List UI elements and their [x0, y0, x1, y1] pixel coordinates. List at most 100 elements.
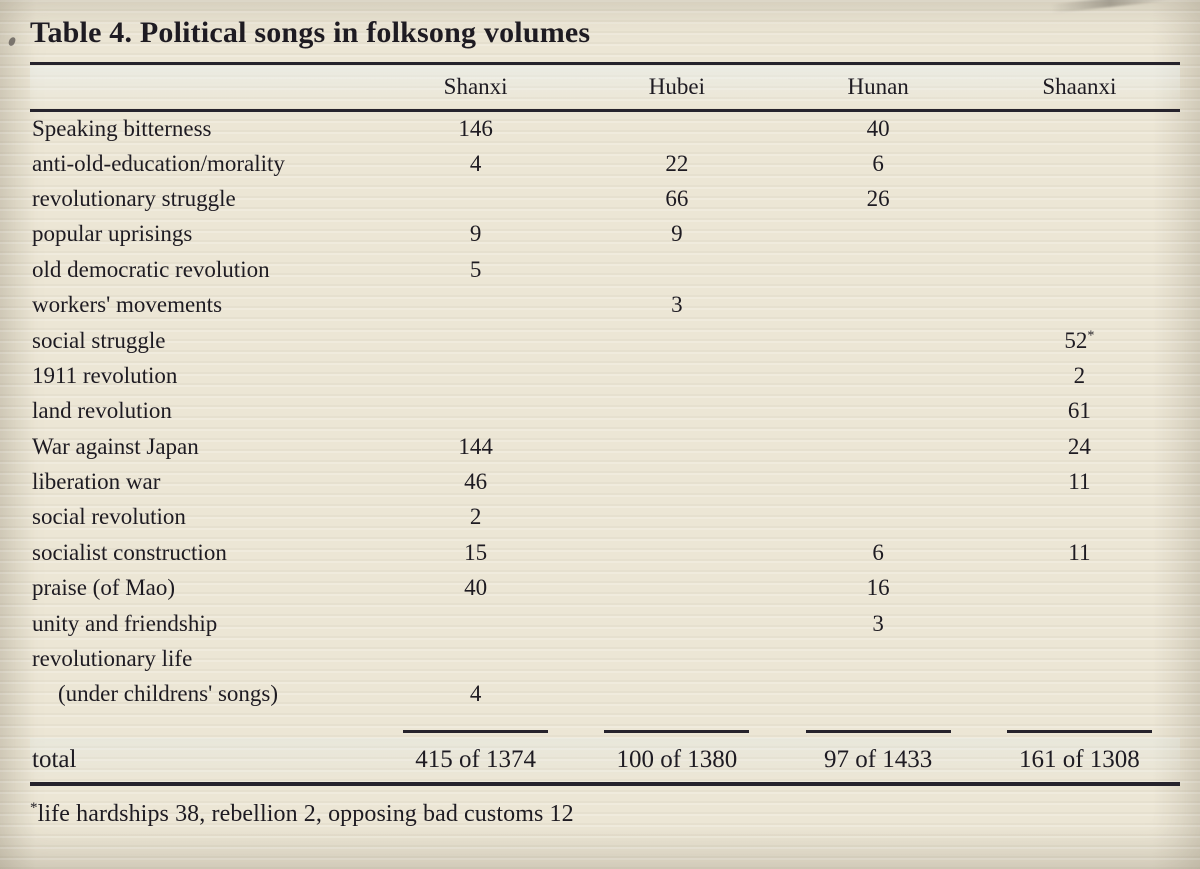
cell-value: 4	[469, 681, 482, 707]
cell-value: 5	[469, 256, 482, 282]
table-row: praise (of Mao) 40 16	[30, 571, 1180, 606]
cell-value	[576, 323, 777, 358]
cell-value	[375, 358, 576, 393]
row-label: social revolution	[32, 504, 186, 530]
cell-value	[778, 287, 979, 322]
table-row: War against Japan 144 24	[30, 429, 1180, 464]
table-row: land revolution 61	[30, 394, 1180, 429]
row-label: anti-old-education/morality	[32, 150, 285, 176]
total-value: 161 of 1308	[978, 738, 1180, 787]
table-footnote: *life hardships 38, rebellion 2, opposin…	[30, 801, 1180, 828]
row-label: old democratic revolution	[32, 256, 270, 282]
cell-value	[778, 677, 979, 712]
subtotal-rule-row	[30, 712, 1180, 738]
cell-value	[778, 394, 979, 429]
cell-value	[576, 464, 777, 499]
cell-value	[375, 606, 576, 641]
cell-value	[778, 500, 979, 535]
total-value: 415 of 1374	[375, 738, 577, 787]
cell-value	[576, 394, 777, 429]
row-label: socialist construction	[32, 539, 227, 565]
cell-value	[576, 677, 777, 712]
table-row: social struggle 52*	[30, 323, 1180, 358]
table-row: (under childrens' songs) 4	[30, 677, 1180, 712]
subtotal-rule-cell	[979, 712, 1180, 738]
cell-value	[979, 500, 1180, 535]
cell-value: 6	[872, 150, 884, 176]
cell-value	[375, 641, 576, 676]
cell-value	[576, 641, 777, 676]
row-label: revolutionary life	[32, 646, 193, 672]
corner-cell	[30, 62, 375, 112]
cell-value	[979, 146, 1180, 181]
cell-value	[979, 606, 1180, 641]
row-label: popular uprisings	[32, 221, 193, 247]
cell-value: 52*	[1064, 327, 1095, 353]
cell-value	[778, 217, 979, 252]
cell-value: 3	[671, 292, 683, 318]
cell-value	[979, 181, 1180, 216]
table-row: liberation war 46 11	[30, 464, 1180, 499]
row-label	[30, 712, 375, 738]
cell-value	[979, 111, 1180, 146]
column-header: Hubei	[576, 62, 778, 112]
scan-smudge	[1049, 0, 1171, 14]
cell-value: 4	[469, 150, 482, 176]
row-label: praise (of Mao)	[32, 575, 176, 601]
total-value: 100 of 1380	[576, 738, 778, 787]
footnote-marker: *	[30, 800, 38, 817]
table-row: unity and friendship 3	[30, 606, 1180, 641]
column-header: Shanxi	[375, 62, 577, 112]
cell-value: 2	[469, 504, 482, 530]
cell-value	[576, 571, 777, 606]
partial-rule	[403, 730, 549, 734]
table-row: revolutionary life	[30, 641, 1180, 676]
table-row: social revolution 2	[30, 500, 1180, 535]
cell-value	[778, 464, 979, 499]
table-row: 1911 revolution 2	[30, 358, 1180, 393]
table-row: socialist construction 15 6 11	[30, 535, 1180, 570]
cell-value: 46	[464, 469, 488, 495]
cell-value: 11	[1068, 539, 1091, 565]
cell-value	[979, 252, 1180, 287]
total-row: total 415 of 1374 100 of 1380 97 of 1433 161…	[30, 738, 1180, 787]
cell-value: 11	[1068, 469, 1091, 495]
partial-rule	[1006, 730, 1152, 734]
subtotal-rule-cell	[375, 712, 576, 738]
row-label: unity and friendship	[32, 610, 218, 636]
table-row: old democratic revolution 5	[30, 252, 1180, 287]
cell-value: 9	[469, 221, 482, 247]
cell-value: 22	[665, 150, 689, 176]
cell-value	[778, 323, 979, 358]
table-title: Table 4. Political songs in folksong vol…	[30, 16, 591, 49]
subtotal-rule-cell	[778, 712, 979, 738]
cell-value: 16	[866, 575, 890, 601]
table-header-row: Shanxi Hubei Hunan Shaanxi	[30, 62, 1180, 112]
cell-value	[576, 358, 777, 393]
cell-value	[576, 606, 777, 641]
total-label: total	[30, 738, 375, 787]
cell-value	[576, 535, 777, 570]
cell-value	[375, 181, 576, 216]
cell-value: 9	[671, 221, 683, 247]
cell-value	[576, 429, 777, 464]
cell-value	[778, 358, 979, 393]
political-songs-table: Shanxi Hubei Hunan Shaanxi Speaking bittern…	[30, 62, 1180, 787]
footnote-ref: *	[1087, 327, 1095, 343]
total-value: 97 of 1433	[777, 738, 979, 787]
cell-value	[979, 571, 1180, 606]
subtotal-rule-cell	[576, 712, 777, 738]
cell-value	[576, 111, 777, 146]
column-header: Shaanxi	[978, 62, 1180, 112]
partial-rule	[805, 730, 951, 734]
footnote-text: life hardships 38, rebellion 2, opposing…	[37, 801, 574, 828]
cell-value: 3	[872, 610, 884, 636]
row-label: 1911 revolution	[32, 362, 178, 388]
cell-value	[979, 287, 1180, 322]
row-label: social struggle	[32, 327, 166, 353]
table-row: Speaking bitterness 146 40	[30, 111, 1180, 146]
cell-value	[576, 500, 777, 535]
cell-value: 144	[458, 433, 493, 459]
row-label: liberation war	[32, 469, 161, 495]
